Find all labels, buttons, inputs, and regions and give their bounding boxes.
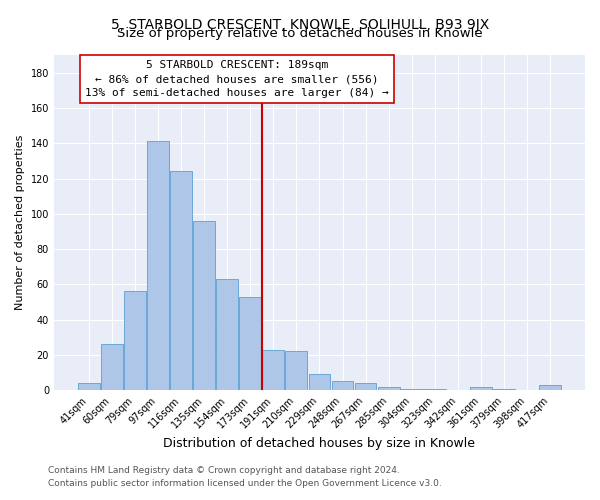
Bar bbox=[493, 388, 515, 390]
Bar bbox=[217, 279, 238, 390]
Bar bbox=[124, 292, 146, 390]
Bar bbox=[147, 142, 169, 390]
Text: 5 STARBOLD CRESCENT: 189sqm
← 86% of detached houses are smaller (556)
13% of se: 5 STARBOLD CRESCENT: 189sqm ← 86% of det… bbox=[85, 60, 389, 98]
Text: Size of property relative to detached houses in Knowle: Size of property relative to detached ho… bbox=[117, 28, 483, 40]
Bar bbox=[193, 221, 215, 390]
Bar bbox=[308, 374, 331, 390]
Text: Contains HM Land Registry data © Crown copyright and database right 2024.
Contai: Contains HM Land Registry data © Crown c… bbox=[48, 466, 442, 487]
Bar bbox=[539, 385, 561, 390]
Bar bbox=[424, 388, 446, 390]
Bar bbox=[239, 297, 261, 390]
Y-axis label: Number of detached properties: Number of detached properties bbox=[15, 135, 25, 310]
Bar bbox=[470, 387, 492, 390]
Bar bbox=[262, 350, 284, 391]
Bar bbox=[78, 383, 100, 390]
Bar bbox=[332, 382, 353, 390]
Bar bbox=[377, 387, 400, 390]
Text: 5, STARBOLD CRESCENT, KNOWLE, SOLIHULL, B93 9JX: 5, STARBOLD CRESCENT, KNOWLE, SOLIHULL, … bbox=[111, 18, 489, 32]
Bar bbox=[170, 172, 192, 390]
Bar bbox=[355, 383, 376, 390]
X-axis label: Distribution of detached houses by size in Knowle: Distribution of detached houses by size … bbox=[163, 437, 475, 450]
Bar bbox=[401, 388, 422, 390]
Bar bbox=[286, 352, 307, 391]
Bar bbox=[101, 344, 123, 391]
